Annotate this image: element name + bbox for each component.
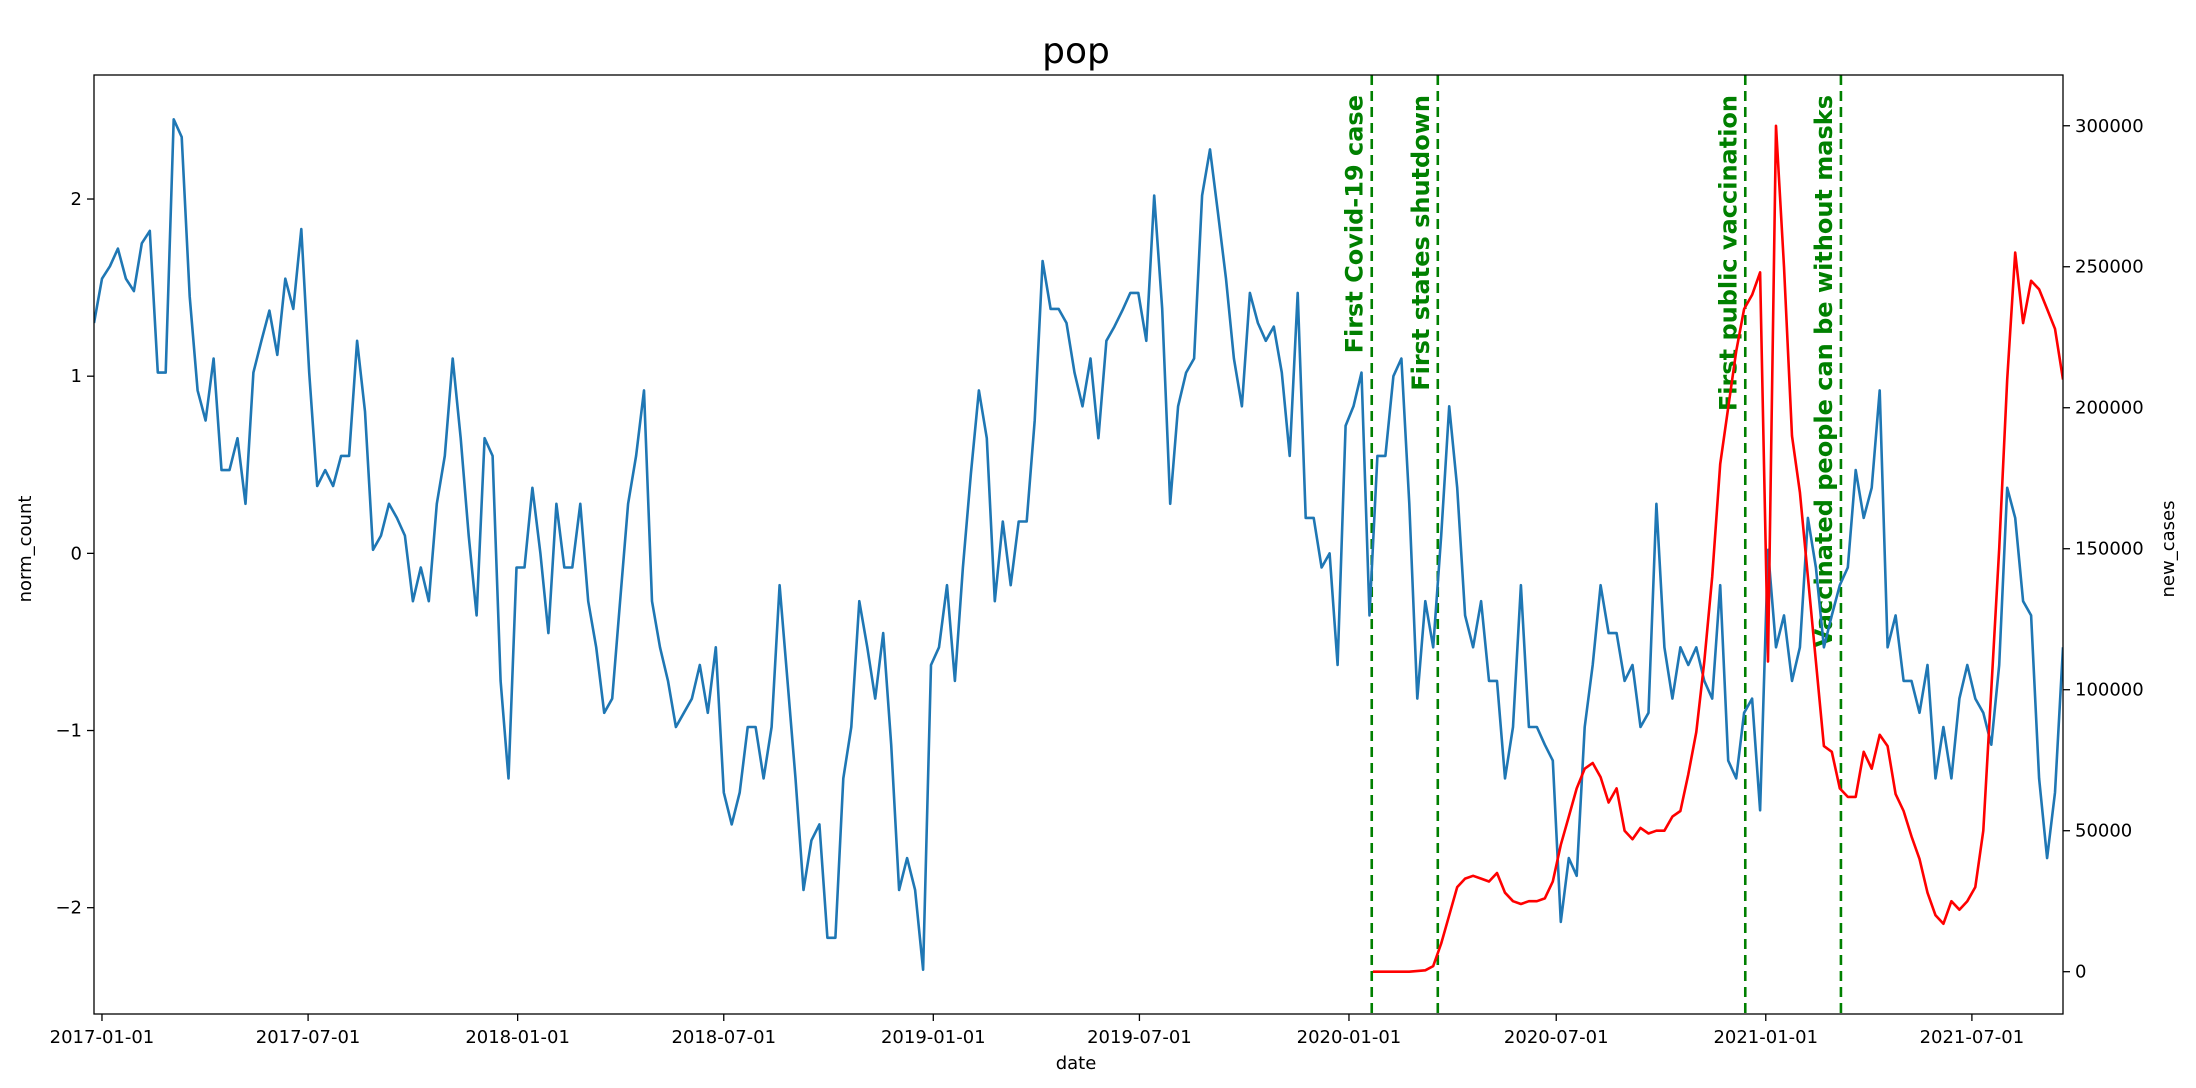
y-tick-label: −1 <box>55 721 82 742</box>
x-tick-label: 2017-07-01 <box>256 1027 361 1048</box>
x-tick-label: 2020-01-01 <box>1297 1027 1402 1048</box>
y-tick-label: 0 <box>71 543 82 564</box>
y2-axis-title: new_cases <box>2158 501 2179 598</box>
y-tick-label: 1 <box>71 366 82 387</box>
y2-tick-label: 0 <box>2075 962 2086 983</box>
y2-tick-label: 250000 <box>2075 257 2144 278</box>
y-tick-label: −2 <box>55 898 82 919</box>
y2-tick-label: 150000 <box>2075 539 2144 560</box>
x-axis-title: date <box>1056 1053 1097 1074</box>
x-tick-label: 2019-01-01 <box>881 1027 986 1048</box>
y2-tick-label: 200000 <box>2075 398 2144 419</box>
x-tick-label: 2017-01-01 <box>50 1027 155 1048</box>
y2-tick-label: 300000 <box>2075 116 2144 137</box>
series-line-new_cases <box>1372 124 2063 973</box>
chart-title: pop <box>1042 31 1110 72</box>
x-tick-label: 2019-07-01 <box>1087 1027 1192 1048</box>
series-line-norm_count <box>94 118 2063 971</box>
x-tick-label: 2018-01-01 <box>465 1027 570 1048</box>
series-layer <box>94 118 2063 973</box>
y-axis-title: norm_count <box>15 496 36 603</box>
event-label: First public vaccination <box>1714 95 1742 411</box>
y2-tick-label: 100000 <box>2075 680 2144 701</box>
y-tick-label: 2 <box>71 189 82 210</box>
event-label: First states shutdown <box>1407 95 1435 391</box>
x-tick-label: 2018-07-01 <box>671 1027 776 1048</box>
x-tick-label: 2021-07-01 <box>1920 1027 2025 1048</box>
x-tick-label: 2021-01-01 <box>1713 1027 1818 1048</box>
event-label: First Covid-19 case <box>1341 95 1369 353</box>
plot-frame <box>93 74 2064 1015</box>
y2-tick-label: 50000 <box>2075 821 2132 842</box>
x-tick-label: 2020-07-01 <box>1504 1027 1609 1048</box>
axes-layer: 2017-01-01 2017-07-01 2018-01-01 2018-07-01… <box>50 74 2144 1048</box>
